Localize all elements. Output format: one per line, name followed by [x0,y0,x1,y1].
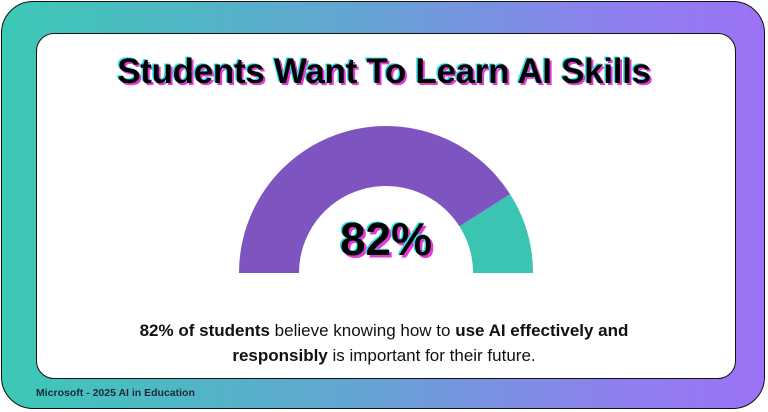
desc-bold-1: 82% of students [139,321,270,340]
content-panel [36,33,736,379]
desc-bold-4: responsibly [232,346,328,365]
gauge-value-label: 82% [339,213,433,265]
desc-bold-3: use AI effectively and [455,321,629,340]
gauge-segment-filled [239,126,511,274]
description: 82% of students believe knowing how to u… [0,318,768,368]
gauge-segment-remaining [459,194,533,273]
desc-text-5: is important for their future. [327,346,536,365]
source-footer: Microsoft - 2025 AI in Education [36,387,195,399]
page-title: Students Want To Learn AI Skills [117,52,651,91]
desc-text-2: believe knowing how to [269,321,456,340]
